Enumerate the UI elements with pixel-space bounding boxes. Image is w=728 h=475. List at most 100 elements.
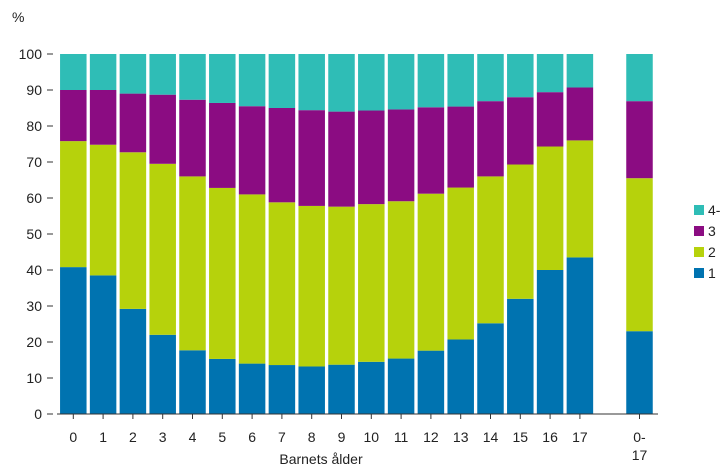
bar-segment-series-2 [626,178,653,332]
bar-segment-series-1 [358,361,385,414]
bar-segment-series-1 [417,350,445,414]
bar-segment-series-3 [417,107,445,194]
x-tick-label: 13 [453,429,469,445]
bar-segment-series-4- [238,54,266,107]
x-tick-label: 0 [69,429,77,445]
bar-segment-series-3 [89,90,117,145]
legend-label: 4- [708,202,721,218]
x-axis-title: Barnets ålder [279,451,363,467]
y-tick-label: 0 [34,406,42,422]
bar-segment-series-4- [328,54,355,112]
x-tick-label: 15 [513,429,529,445]
y-tick-label: 50 [26,226,42,242]
x-tick-label: 7 [278,429,286,445]
bar-segment-series-4- [209,54,236,103]
bar-segment-series-2 [447,187,474,340]
bar-segment-series-2 [238,194,266,364]
bar-segment-series-1 [149,334,176,414]
bar-segment-series-4- [89,54,117,90]
bar-segment-series-4- [149,54,176,95]
bar-segment-series-4- [60,54,87,90]
x-tick-label: 0-17 [632,429,648,463]
bar-segment-series-4- [626,54,653,102]
bar-segment-series-4- [477,54,504,102]
bar-segment-series-3 [477,101,504,177]
bar-segment-series-4- [179,54,206,100]
bar-segment-series-1 [447,339,474,414]
legend-label: 3 [708,223,716,239]
bar-segment-series-1 [298,366,325,414]
y-tick-label: 100 [19,46,43,62]
bar-segment-series-1 [119,308,147,414]
x-tick-label: 11 [394,429,409,445]
x-tick-label: 3 [159,429,167,445]
bar-segment-series-4- [298,54,325,111]
x-tick-label: 17 [572,429,588,445]
bar-segment-series-2 [387,201,415,359]
bar-segment-series-3 [626,101,653,179]
y-tick-label: 90 [26,82,42,98]
bar-segment-series-1 [477,323,504,414]
bar-segment-series-2 [268,202,296,366]
bar-segment-series-3 [447,106,474,188]
bar-segment-series-2 [507,164,534,299]
bar-segment-series-3 [209,102,236,188]
x-tick-label: 2 [129,429,137,445]
bar-segment-series-4- [417,54,445,108]
y-tick-label: 20 [26,334,42,350]
bar-segment-series-2 [60,141,87,268]
x-tick-label-line: 0- [633,429,646,445]
bar-segment-series-4- [358,54,385,111]
bar-segment-series-1 [60,267,87,414]
bar-segment-series-2 [149,163,176,335]
legend-swatch [694,226,704,236]
x-tick-label-line: 17 [632,447,648,463]
bar-segment-series-2 [566,140,594,258]
bar-segment-series-4- [268,54,296,108]
bar-segment-series-4- [119,54,147,94]
x-tick-label: 4 [189,429,197,445]
bar-segment-series-3 [119,93,147,153]
x-tick-label: 1 [99,429,107,445]
x-tick-label: 9 [338,429,346,445]
bar-segment-series-4- [447,54,474,107]
legend: 4- 3 2 1 [694,202,721,281]
bar-segment-series-2 [179,176,206,351]
y-tick-label: 40 [26,262,42,278]
bar-segment-series-3 [387,109,415,202]
bar-segment-series-3 [358,110,385,205]
bar-segment-series-1 [328,364,355,414]
bar-segment-series-4- [536,54,564,93]
legend-swatch [694,268,704,278]
bar-segment-series-3 [298,110,325,206]
x-tick-label: 5 [218,429,226,445]
y-axis-ticks: 0 10 20 30 40 50 60 70 80 90 100 [19,46,53,422]
bar-segment-series-3 [268,108,296,203]
y-axis-unit-label: % [12,9,24,25]
y-tick-label: 80 [26,118,42,134]
bar-segment-series-2 [209,187,236,359]
bar-segment-series-3 [566,87,594,141]
bar-segment-series-4- [507,54,534,98]
bar-segment-series-3 [149,94,176,164]
bar-segment-series-1 [626,331,653,414]
bar-segment-series-4- [387,54,415,110]
bar-segment-series-3 [328,111,355,207]
bar-segment-series-2 [536,146,564,270]
y-tick-label: 30 [26,298,42,314]
y-tick-label: 60 [26,190,42,206]
bar-segment-series-1 [387,358,415,414]
bar-segment-series-2 [358,204,385,362]
x-tick-label: 14 [483,429,499,445]
x-tick-label: 6 [248,429,256,445]
bar-segment-series-1 [566,257,594,414]
legend-label: 1 [708,265,716,281]
bar-segment-series-3 [60,90,87,142]
bar-segment-series-1 [536,270,564,414]
bar-segment-series-2 [298,205,325,367]
x-axis-ticks: 0 1 2 3 4 5 6 7 8 9 10 11 12 13 14 15 16 17 0-17 [69,414,647,463]
legend-swatch [694,247,704,257]
bar-segment-series-2 [477,176,504,324]
legend-label: 2 [708,244,716,260]
